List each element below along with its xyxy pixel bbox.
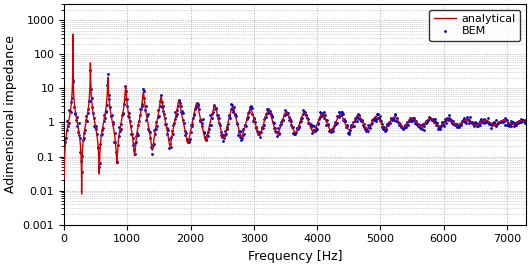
analytical xyxy=(342,121,348,125)
BEM xyxy=(62,140,68,143)
BEM xyxy=(523,121,529,124)
BEM xyxy=(366,126,372,129)
analytical xyxy=(78,192,85,195)
BEM xyxy=(87,68,94,71)
BEM xyxy=(209,116,215,120)
analytical xyxy=(181,122,187,125)
BEM xyxy=(422,121,428,124)
BEM xyxy=(78,171,85,174)
Line: BEM: BEM xyxy=(64,68,527,174)
analytical xyxy=(304,116,311,120)
analytical xyxy=(69,33,76,36)
BEM xyxy=(193,105,200,109)
X-axis label: Frequency [Hz]: Frequency [Hz] xyxy=(248,250,342,263)
analytical xyxy=(523,120,529,124)
analytical xyxy=(85,105,92,108)
BEM xyxy=(176,99,182,102)
BEM xyxy=(479,120,485,123)
Legend: analytical, BEM: analytical, BEM xyxy=(429,10,520,41)
Y-axis label: Adimensional impedance: Adimensional impedance xyxy=(4,36,17,193)
analytical xyxy=(129,137,136,140)
analytical xyxy=(61,177,67,180)
analytical xyxy=(297,119,304,122)
Line: analytical: analytical xyxy=(64,34,526,194)
